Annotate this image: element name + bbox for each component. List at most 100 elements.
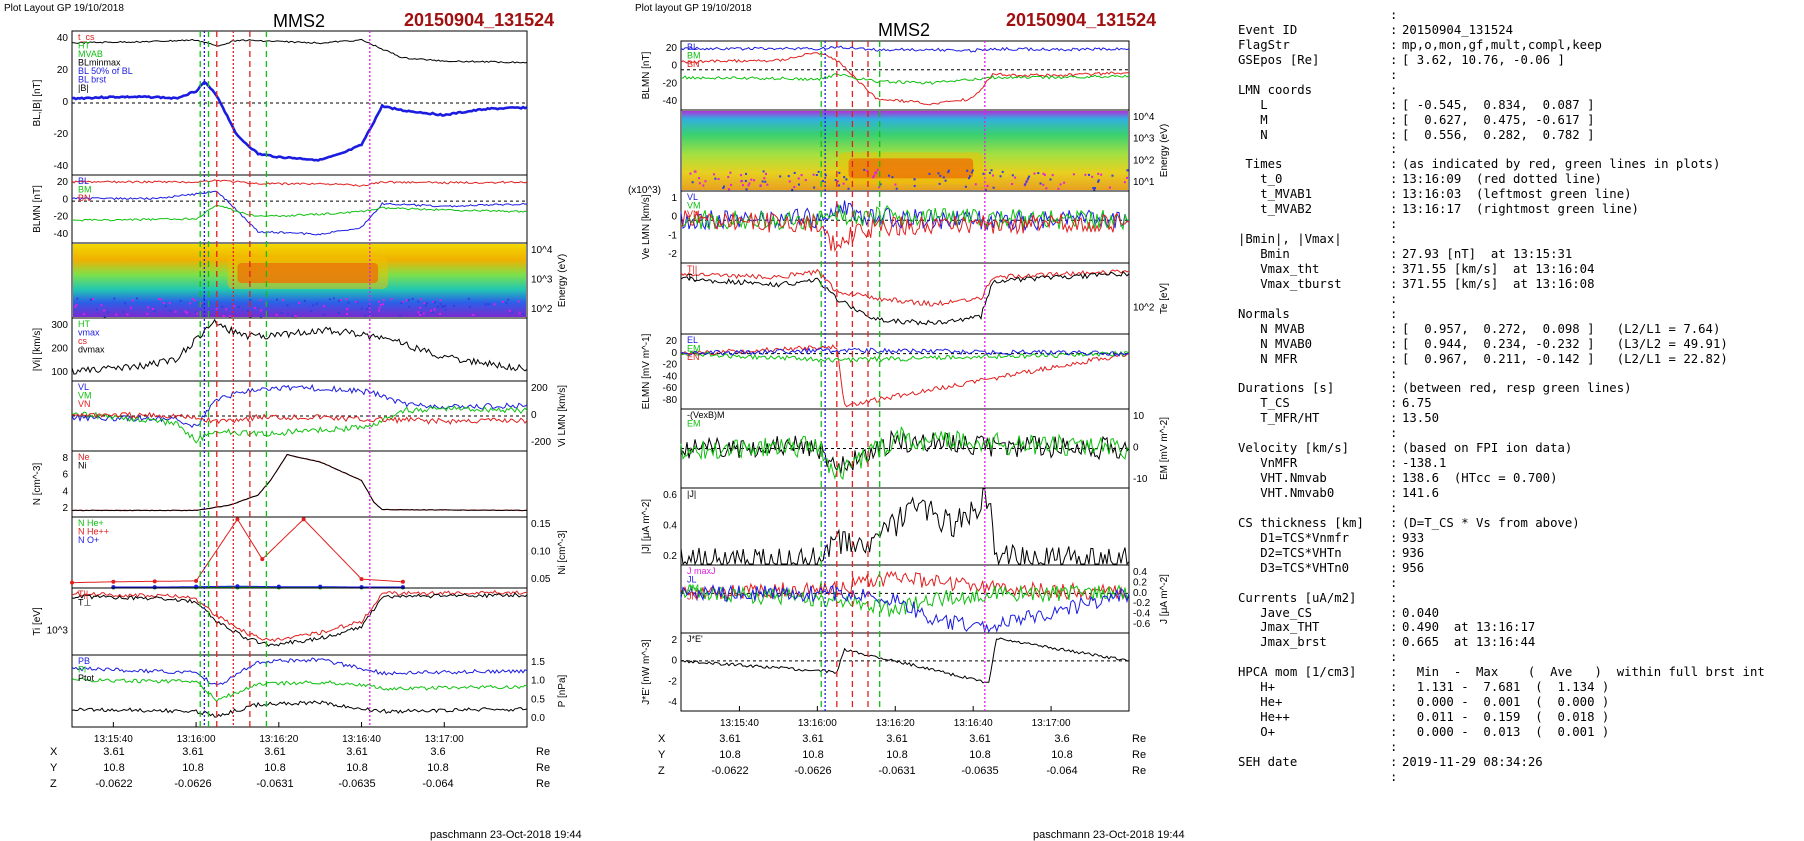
summary-colon: :: [1390, 67, 1398, 82]
noise-speckle: [194, 311, 197, 314]
series-j-e-: [680, 637, 1129, 684]
noise-speckle: [174, 310, 177, 313]
legend-entry: dvmax: [78, 345, 105, 355]
summary-key: [1238, 501, 1390, 516]
y-tick-label: -40: [54, 229, 69, 240]
summary-colon: :: [1390, 754, 1398, 769]
summary-row: :: [1238, 292, 1798, 307]
noise-speckle: [233, 304, 236, 307]
noise-speckle: [1093, 188, 1096, 191]
legend-entry: T⊥: [78, 598, 91, 608]
noise-speckle: [417, 300, 420, 303]
y-tick-label: 0: [671, 61, 677, 72]
position-value: 3.61: [969, 733, 990, 745]
summary-value: [1402, 591, 1798, 606]
series-em: [680, 350, 1130, 364]
panel-frame: [680, 190, 1130, 264]
noise-speckle: [222, 314, 225, 317]
noise-speckle: [968, 177, 971, 180]
summary-key: Jave_CS: [1238, 605, 1313, 620]
noise-speckle: [842, 182, 845, 185]
middle-panel-4: 10^2 Te [eV] T||T⊥: [680, 262, 1170, 335]
summary-row: :: [1238, 68, 1798, 83]
noise-speckle: [1059, 183, 1062, 186]
summary-key: Velocity [km/s]: [1238, 441, 1350, 456]
position-value: 10.8: [182, 762, 203, 774]
noise-speckle: [121, 310, 124, 313]
summary-colon: :: [1390, 456, 1398, 471]
y-tick-label: 0.5: [531, 694, 545, 705]
position-value: -0.0635: [338, 778, 375, 790]
panel-frame: [680, 564, 1130, 634]
noise-speckle: [702, 184, 705, 187]
summary-key: D1=TCS*Vnmfr: [1238, 530, 1350, 545]
noise-speckle: [162, 301, 165, 304]
summary-colon: :: [1390, 650, 1398, 665]
left-footer: paschmann 23-Oct-2018 19:44: [430, 829, 582, 841]
y-tick-label: -0.2: [1133, 598, 1151, 609]
noise-speckle: [947, 169, 950, 172]
summary-value: 20150904_131524: [1402, 22, 1514, 37]
x-tick-label: 13:16:00: [177, 734, 216, 745]
legend-entry: |J|: [687, 489, 696, 499]
noise-speckle: [286, 304, 289, 307]
summary-value: 138.6 (HTcc = 0.700): [1402, 471, 1558, 486]
noise-speckle: [764, 180, 767, 183]
summary-key: |Bmin|, |Vmax|: [1238, 232, 1342, 247]
series-ne: [71, 454, 528, 512]
y-tick-label: 0.4: [1133, 567, 1147, 578]
noise-speckle: [1042, 172, 1045, 175]
noise-speckle: [698, 182, 701, 185]
summary-row: LMN coords:: [1238, 83, 1798, 98]
noise-speckle: [968, 175, 971, 178]
noise-speckle: [200, 302, 203, 305]
position-row-label: X: [658, 733, 666, 745]
noise-speckle: [436, 305, 439, 308]
y-axis-label: BLMN [nT]: [32, 185, 43, 233]
summary-value: [ 0.556, 0.282, 0.782 ]: [1402, 127, 1595, 142]
legend-entry: -(VexB)M: [687, 410, 725, 420]
noise-speckle: [157, 298, 160, 301]
summary-value: [1402, 83, 1798, 98]
noise-speckle: [984, 188, 987, 191]
event-summary: : Event ID:20150904_131524 FlagStr: mp,o,mo…: [1238, 8, 1798, 785]
warm-plasma-halo: [227, 257, 389, 289]
noise-speckle: [131, 299, 134, 302]
summary-key: t_0: [1238, 172, 1283, 187]
series-vm: [71, 405, 528, 444]
summary-colon: :: [1390, 441, 1398, 456]
noise-speckle: [287, 313, 290, 316]
panel-frame: [71, 317, 528, 382]
position-value: -0.0635: [961, 765, 998, 777]
noise-speckle: [328, 298, 331, 301]
noise-speckle: [838, 184, 841, 187]
summary-colon: :: [1390, 605, 1398, 620]
summary-row: O+: 0.000 - 0.013 ( 0.001 ): [1238, 725, 1798, 740]
middle-footer: paschmann 23-Oct-2018 19:44: [1033, 829, 1185, 841]
noise-speckle: [1037, 172, 1040, 175]
noise-speckle: [928, 172, 931, 175]
summary-value: [1402, 576, 1798, 591]
summary-colon: :: [1390, 172, 1398, 187]
summary-value: 13.50: [1402, 411, 1440, 426]
y-tick-label: 100: [51, 367, 68, 378]
summary-value: [1402, 367, 1798, 382]
y-tick-label: 300: [51, 320, 68, 331]
noise-speckle: [493, 303, 496, 306]
noise-speckle: [691, 181, 694, 184]
position-value: 10.8: [886, 749, 907, 761]
y-axis-label: BLMN [nT]: [641, 51, 652, 99]
summary-key: T_MFR/HT: [1238, 411, 1320, 426]
noise-speckle: [879, 183, 882, 186]
y-axis-label: Ve LMN [km/s]: [641, 194, 652, 259]
summary-colon: :: [1390, 8, 1398, 22]
summary-colon: :: [1390, 321, 1398, 336]
noise-speckle: [1123, 181, 1126, 184]
noise-speckle: [152, 308, 155, 311]
noise-speckle: [364, 314, 367, 317]
y-tick-label: 1: [671, 193, 677, 204]
y-tick-label: 2: [671, 635, 677, 646]
noise-speckle: [522, 313, 525, 316]
